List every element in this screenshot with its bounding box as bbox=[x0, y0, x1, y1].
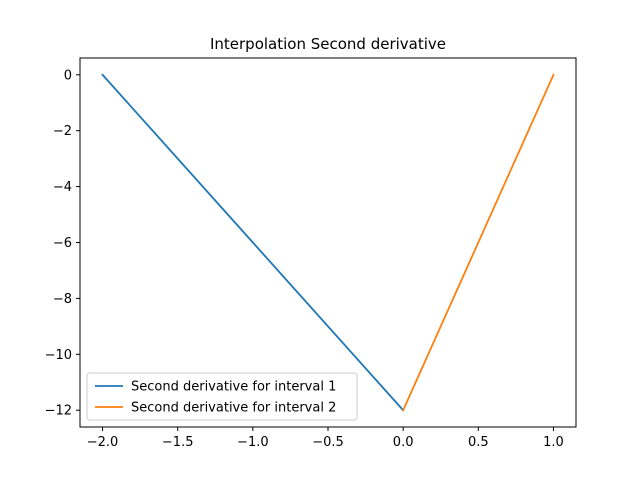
x-tick-label: −2.0 bbox=[87, 435, 119, 450]
chart-title: Interpolation Second derivative bbox=[210, 35, 446, 53]
plot-area bbox=[101, 73, 555, 412]
axes: −2.0 −1.5 −1.0 −0.5 0.0 0.5 1.0 0 −2 −4 −6 −8 −10 −12 bbox=[45, 57, 577, 450]
legend: Second derivative for interval 1 Second d… bbox=[86, 372, 358, 421]
legend-label-1: Second derivative for interval 1 bbox=[131, 380, 336, 395]
x-tick-label: −1.0 bbox=[237, 435, 269, 450]
y-tick-label: −12 bbox=[45, 404, 72, 419]
x-tick-label: −1.5 bbox=[162, 435, 194, 450]
x-tick-label: 1.0 bbox=[543, 435, 564, 450]
series-line-2 bbox=[401, 73, 555, 412]
y-tick-label: 0 bbox=[64, 68, 72, 83]
y-tick-label: −8 bbox=[53, 292, 72, 307]
legend-box bbox=[86, 372, 358, 421]
series-line-1 bbox=[101, 73, 405, 412]
y-tick-label: −6 bbox=[53, 236, 72, 251]
y-tick-label: −10 bbox=[45, 348, 72, 363]
y-tick-label: −4 bbox=[53, 180, 72, 195]
x-tick-label: 0.5 bbox=[468, 435, 489, 450]
x-tick-label: 0.0 bbox=[393, 435, 414, 450]
legend-label-2: Second derivative for interval 2 bbox=[131, 401, 336, 416]
x-tick-label: −0.5 bbox=[312, 435, 344, 450]
y-tick-label: −2 bbox=[53, 124, 72, 139]
